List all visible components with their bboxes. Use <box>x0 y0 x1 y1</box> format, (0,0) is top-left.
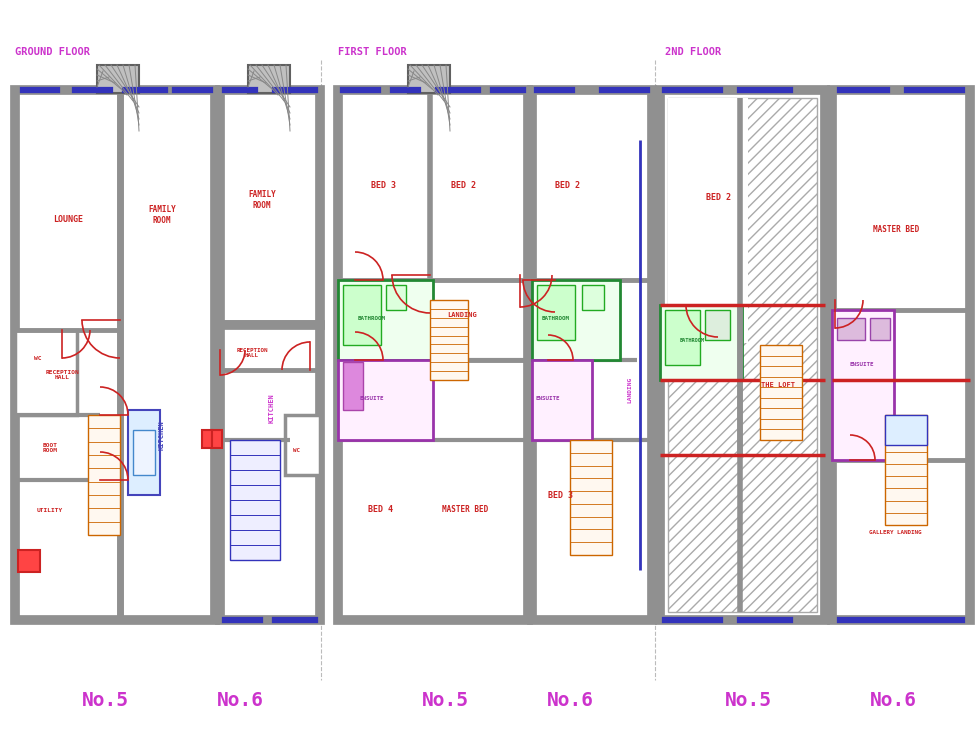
Bar <box>338 360 433 440</box>
Text: BOOT
ROOM: BOOT ROOM <box>42 442 58 454</box>
Text: ENSUITE: ENSUITE <box>536 396 561 400</box>
Text: LOUNGE: LOUNGE <box>53 216 83 225</box>
Bar <box>343 362 363 410</box>
Bar <box>660 305 742 380</box>
Text: THE LOFT: THE LOFT <box>761 382 795 388</box>
Text: WC: WC <box>34 355 42 360</box>
Text: LANDING: LANDING <box>447 312 477 318</box>
Bar <box>885 415 927 445</box>
Text: BED 2: BED 2 <box>555 180 579 189</box>
Bar <box>532 360 592 440</box>
Bar <box>760 345 802 440</box>
Bar <box>128 410 160 495</box>
Text: BED 2: BED 2 <box>451 180 475 189</box>
Bar <box>220 325 320 620</box>
Text: No.6: No.6 <box>547 690 594 710</box>
Text: GROUND FLOOR: GROUND FLOOR <box>15 47 90 57</box>
Bar <box>705 310 730 340</box>
Text: No.5: No.5 <box>724 690 771 710</box>
Text: UTILITY: UTILITY <box>37 508 63 512</box>
Bar <box>832 310 894 460</box>
Text: BED 4: BED 4 <box>368 505 393 514</box>
Bar <box>570 440 612 555</box>
Bar <box>532 90 652 620</box>
Bar <box>870 318 890 340</box>
Bar <box>338 90 528 620</box>
Bar <box>15 330 77 415</box>
Text: GALLERY LANDING: GALLERY LANDING <box>868 529 921 535</box>
Text: BATHROOM: BATHROOM <box>542 315 570 321</box>
Bar <box>248 65 290 93</box>
Bar <box>338 280 433 360</box>
Bar <box>220 90 320 325</box>
Text: KITCHEN: KITCHEN <box>269 393 275 423</box>
Text: RECEPTION
HALL: RECEPTION HALL <box>45 369 78 381</box>
Text: BED 2: BED 2 <box>706 194 730 203</box>
Text: BED 3: BED 3 <box>370 180 396 189</box>
Text: RECEPTION
HALL: RECEPTION HALL <box>236 348 268 358</box>
Bar <box>668 98 817 612</box>
Text: BED 3: BED 3 <box>548 490 572 499</box>
Bar <box>202 430 212 448</box>
Bar <box>343 285 381 345</box>
Text: ENSUITE: ENSUITE <box>360 396 384 400</box>
Bar <box>230 440 280 560</box>
Text: MASTER BED: MASTER BED <box>442 505 488 514</box>
Bar <box>537 285 575 340</box>
Bar <box>386 285 406 310</box>
Bar <box>837 318 865 340</box>
Text: ENSUITE: ENSUITE <box>850 363 874 367</box>
Bar <box>97 65 139 93</box>
Bar <box>15 90 215 620</box>
Bar <box>582 285 604 310</box>
Text: MASTER BED: MASTER BED <box>873 225 919 234</box>
Bar <box>285 415 320 475</box>
Bar <box>665 310 700 365</box>
Bar <box>408 65 450 93</box>
Text: KITCHEN: KITCHEN <box>159 420 165 450</box>
Text: No.5: No.5 <box>81 690 128 710</box>
Text: FAMILY
ROOM: FAMILY ROOM <box>148 205 175 225</box>
Bar <box>660 90 825 620</box>
Text: FAMILY
ROOM: FAMILY ROOM <box>248 190 276 210</box>
Text: BATHROOM: BATHROOM <box>358 315 386 321</box>
Bar <box>885 415 927 525</box>
Bar <box>18 550 40 572</box>
Text: No.5: No.5 <box>421 690 468 710</box>
Text: BATHROOM: BATHROOM <box>679 337 705 342</box>
Bar <box>212 430 222 448</box>
Bar <box>668 98 748 343</box>
Bar <box>832 90 970 620</box>
Text: No.6: No.6 <box>869 690 916 710</box>
Text: 2ND FLOOR: 2ND FLOOR <box>665 47 721 57</box>
Text: FIRST FLOOR: FIRST FLOOR <box>338 47 407 57</box>
Bar <box>88 415 120 535</box>
Text: WC: WC <box>292 448 300 453</box>
Text: LANDING: LANDING <box>627 377 632 403</box>
Text: No.6: No.6 <box>217 690 264 710</box>
Bar <box>430 300 468 380</box>
Bar <box>532 280 620 360</box>
Bar <box>133 430 155 475</box>
